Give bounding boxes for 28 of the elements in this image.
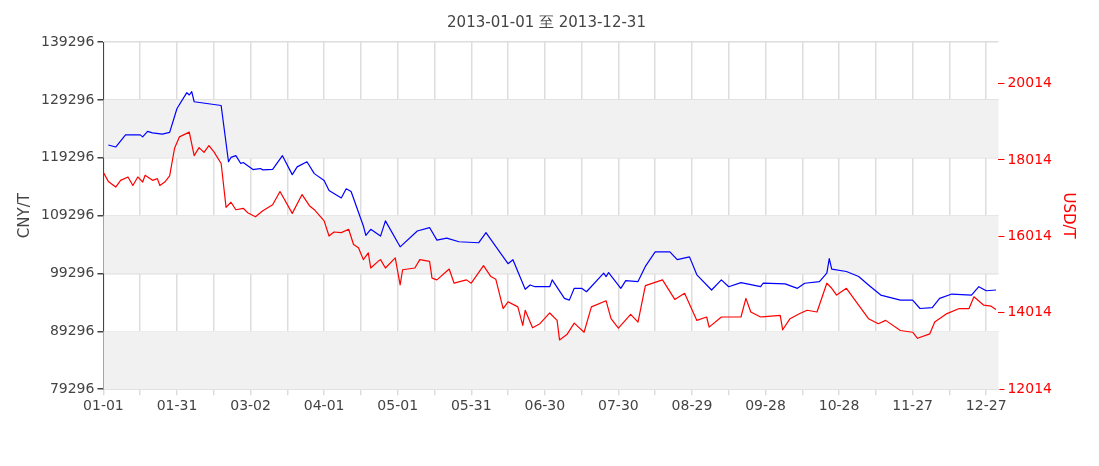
y2-tick-label: 14014 xyxy=(1007,303,1053,320)
y-tick-label: 129296 xyxy=(40,90,95,107)
x-tick-label: 12-27 xyxy=(965,397,1007,414)
x-tick-label: 08-29 xyxy=(671,397,713,414)
x-tick-label: 10-28 xyxy=(818,397,860,414)
y-axis-title: CNY/T xyxy=(14,192,33,239)
x-tick-label: 04-01 xyxy=(303,397,345,414)
y2-tick-label: 12014 xyxy=(1007,379,1053,396)
y-tick-label: 119296 xyxy=(40,148,95,165)
x-tick-label: 09-28 xyxy=(745,397,786,414)
y2-tick-label: 18014 xyxy=(1007,150,1053,167)
y-tick-label: 79296 xyxy=(49,379,95,396)
y-tick-label: 89296 xyxy=(49,321,95,338)
x-tick-label: 06-30 xyxy=(524,397,566,414)
chart-title: 2013-01-01 至 2013-12-31 xyxy=(447,12,646,31)
y2-tick-label: 20014 xyxy=(1007,74,1053,91)
x-tick-label: 05-31 xyxy=(450,397,492,414)
y2-axis-title: USD/T xyxy=(1060,192,1079,240)
y-tick-label: 139296 xyxy=(40,32,95,49)
y-tick-label: 109296 xyxy=(40,206,95,223)
x-tick-label: 03-02 xyxy=(230,397,271,414)
x-tick-label: 07-30 xyxy=(598,397,639,414)
x-tick-label: 11-27 xyxy=(892,397,933,414)
x-tick-label: 01-01 xyxy=(83,397,124,414)
y-tick-label: 99296 xyxy=(49,264,95,281)
x-tick-label: 01-31 xyxy=(156,397,198,414)
y2-tick-label: 16014 xyxy=(1007,226,1053,243)
x-tick-label: 05-01 xyxy=(377,397,419,414)
